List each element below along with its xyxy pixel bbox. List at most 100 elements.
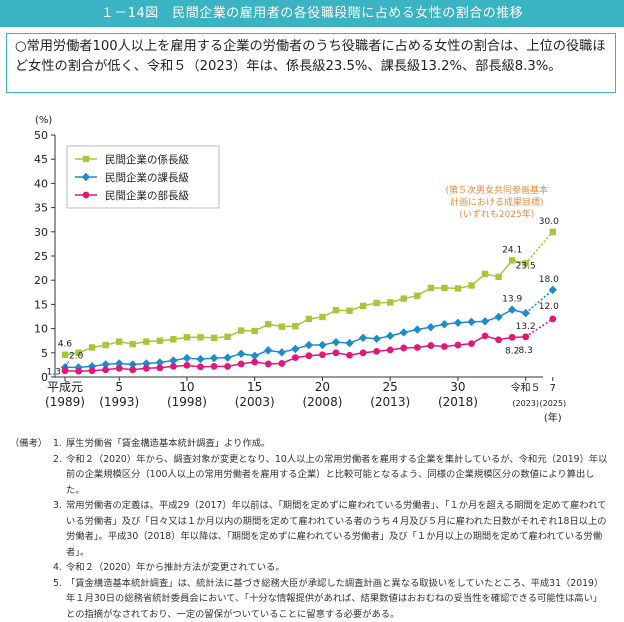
legend-circle-marker bbox=[82, 191, 90, 199]
square-marker bbox=[278, 323, 285, 330]
square-marker bbox=[468, 282, 475, 289]
square-marker bbox=[237, 327, 245, 334]
target-annotation: 計画における成果目標) bbox=[450, 196, 544, 208]
legend-label: 民間企業の部長級 bbox=[105, 189, 189, 202]
note-text: 厚生労働省「賃金構造基本統計調査」より作成。 bbox=[66, 438, 271, 449]
figure-title: １－14図 民間企業の雇用者の各役職段階に占める女性の割合の推移 bbox=[0, 0, 624, 27]
y-tick-label: 25 bbox=[34, 250, 48, 263]
data-label: 8.2 bbox=[505, 346, 519, 356]
circle-marker bbox=[170, 362, 177, 370]
data-label: 23.5 bbox=[516, 261, 536, 271]
x-tick-label: 25 bbox=[383, 380, 398, 394]
circle-marker bbox=[508, 333, 516, 341]
square-marker bbox=[359, 302, 367, 310]
data-label: 1.3 bbox=[47, 368, 61, 378]
note-item: 1. 厚生労働省「賃金構造基本統計調査」より作成。 bbox=[53, 436, 611, 452]
square-marker bbox=[454, 285, 462, 292]
circle-marker bbox=[264, 360, 272, 368]
summary-box: ○常用労働者100人以上を雇用する企業の労働者のうち役職者に占める女性の割合は、… bbox=[6, 33, 616, 93]
square-marker bbox=[387, 299, 394, 306]
diamond-marker bbox=[223, 353, 232, 362]
circle-marker bbox=[481, 332, 489, 340]
note-item: 4. 令和２（2020）年から推計方法が変更されている。 bbox=[53, 560, 611, 576]
circle-marker bbox=[468, 340, 475, 348]
target-circle-marker bbox=[549, 315, 557, 323]
note-number: 3. bbox=[53, 500, 62, 511]
target-square-marker bbox=[549, 228, 556, 235]
y-tick-label: 50 bbox=[34, 129, 48, 142]
diamond-marker bbox=[345, 338, 354, 348]
diamond-marker bbox=[277, 348, 286, 357]
circle-marker bbox=[305, 352, 313, 360]
diamond-marker bbox=[318, 340, 327, 350]
note-item: 5. 「賃金構造基本統計調査」は、統計法に基づき総務大臣が承認した調査計画と異な… bbox=[53, 576, 611, 622]
diamond-marker bbox=[440, 320, 449, 329]
diamond-marker bbox=[196, 354, 205, 364]
diamond-marker bbox=[480, 317, 490, 326]
data-label: 13.2 bbox=[516, 322, 536, 332]
y-tick-label: 45 bbox=[34, 153, 48, 166]
diamond-marker bbox=[236, 349, 246, 358]
x-tick-label: 令和５ bbox=[511, 381, 541, 394]
circle-marker bbox=[427, 342, 435, 349]
circle-marker bbox=[61, 367, 69, 375]
note-item: 3. 常用労働者の定義は、平成29（2017）年以前は、「期間を定めずに雇われて… bbox=[53, 498, 611, 560]
circle-marker bbox=[359, 349, 367, 357]
square-marker bbox=[183, 334, 191, 341]
x-tick-label: 7 bbox=[550, 383, 556, 394]
y-tick-label: 5 bbox=[41, 347, 48, 360]
note-item: 2. 令和２（2020）年から、調査対象が変更となり、10人以上の常用労働者を雇… bbox=[53, 452, 611, 499]
x-tick-sublabel: (2003) bbox=[235, 395, 275, 409]
circle-marker bbox=[142, 364, 150, 372]
square-marker bbox=[210, 334, 218, 341]
note-number: 5. bbox=[53, 577, 62, 589]
legend-label: 民間企業の課長級 bbox=[105, 171, 189, 184]
data-label: 2.0 bbox=[69, 351, 84, 361]
square-marker bbox=[224, 333, 231, 341]
legend-label: 民間企業の係長級 bbox=[105, 153, 189, 166]
diamond-marker bbox=[182, 353, 192, 363]
note-number: 1. bbox=[53, 438, 62, 449]
y-tick-label: 30 bbox=[34, 226, 48, 239]
diamond-marker bbox=[142, 359, 151, 368]
circle-marker bbox=[129, 366, 137, 374]
x-tick-label: 15 bbox=[247, 380, 262, 394]
circle-marker bbox=[251, 358, 259, 366]
square-marker bbox=[143, 338, 150, 345]
target-diamond-marker bbox=[548, 285, 557, 295]
circle-marker bbox=[441, 343, 448, 350]
diamond-marker bbox=[507, 305, 517, 314]
circle-marker bbox=[88, 367, 96, 375]
circle-marker bbox=[197, 363, 204, 371]
diamond-marker bbox=[372, 334, 381, 343]
circle-marker bbox=[291, 354, 299, 362]
square-marker bbox=[305, 315, 313, 323]
chart-area: (%) 0 5 10 15 20 25 30 35 40 45 50 平成元 (1989) 5 (1993) 1… bbox=[0, 100, 624, 425]
x-axis-label: (年) bbox=[544, 411, 562, 424]
square-marker bbox=[332, 307, 340, 314]
x-tick-sublabel: (1993) bbox=[99, 395, 139, 409]
diamond-marker bbox=[399, 328, 408, 337]
diamond-marker bbox=[291, 344, 300, 354]
y-tick-label: 10 bbox=[34, 323, 48, 336]
circle-marker bbox=[210, 362, 218, 370]
x-tick-sublabel: (2013) bbox=[370, 395, 410, 409]
diamond-marker bbox=[209, 353, 219, 363]
data-label: 8.3 bbox=[519, 346, 533, 356]
x-tick-sublabel: (1989) bbox=[45, 395, 85, 409]
target-annotation: (いずれも2025年) bbox=[459, 208, 534, 220]
square-marker bbox=[292, 322, 299, 330]
x-tick-label: 5 bbox=[115, 380, 123, 394]
line-chart: (%)05101520253035404550平成元(1989)5(1993)1… bbox=[34, 115, 566, 424]
circle-marker bbox=[522, 333, 530, 341]
square-marker bbox=[129, 340, 136, 348]
square-marker bbox=[400, 295, 407, 302]
diamond-marker bbox=[115, 359, 124, 368]
data-label: 12.0 bbox=[539, 302, 559, 312]
circle-marker bbox=[115, 364, 123, 372]
circle-marker bbox=[278, 360, 286, 367]
target-dotted-line bbox=[525, 318, 554, 338]
square-marker bbox=[414, 292, 421, 299]
notes-heading: （備考） bbox=[10, 438, 48, 449]
diamond-marker bbox=[169, 356, 178, 365]
